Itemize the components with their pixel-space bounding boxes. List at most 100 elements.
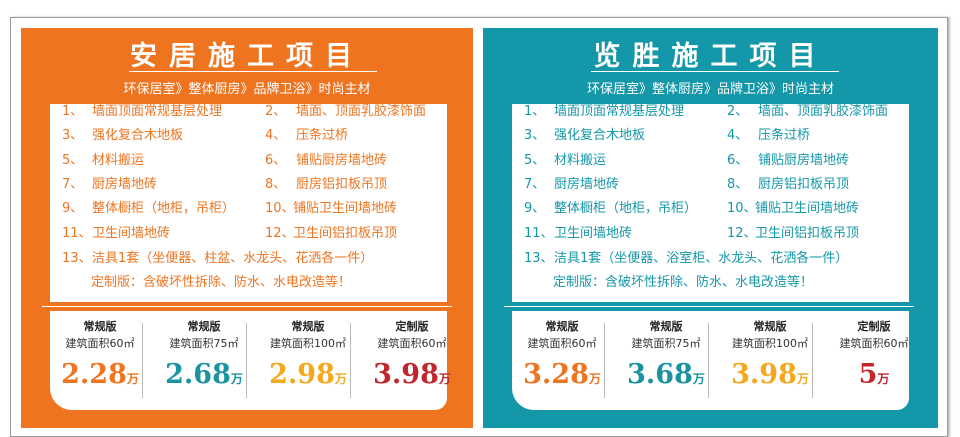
price-option: 定制版 建筑面积60㎡ 5万: [822, 311, 926, 410]
plan-type: 常规版: [83, 320, 117, 333]
list-item: 铺贴卫生间墙地砖: [293, 201, 398, 216]
item-list: 1、 墙面顶面常规基层处理 2、 墙面、顶面乳胶漆饰面 3、 强化复合木地板 4、 压…: [512, 104, 909, 302]
list-item-number: 13、: [524, 251, 554, 266]
list-item-number: 3、: [62, 128, 84, 143]
list-item: 压条过桥: [296, 128, 349, 143]
panel-subtitle: 环保居室》整体厨房》品牌卫浴》时尚主材: [123, 82, 371, 97]
price-option: 常规版 建筑面积100㎡ 2.98万: [256, 311, 360, 410]
column-divider: [812, 323, 813, 398]
list-item-number: 8、: [265, 177, 287, 192]
column-divider: [350, 323, 351, 398]
panel-anju: 安居施工项目 环保居室》整体厨房》品牌卫浴》时尚主材 1、 墙面顶面常规基层处理…: [21, 28, 473, 428]
list-item: 卫生间墙地砖: [92, 226, 171, 241]
plan-area: 建筑面积75㎡: [631, 337, 701, 350]
price-unit: 万: [692, 372, 705, 386]
plan-price: 2.68: [165, 359, 231, 390]
plan-price: 5: [858, 359, 878, 390]
price-option: 定制版 建筑面积60㎡ 3.98万: [360, 311, 464, 410]
list-item-number: 5、: [62, 153, 84, 168]
list-item-number: 12、: [727, 226, 757, 241]
price-table: 常规版 建筑面积60㎡ 2.28万 常规版 建筑面积75㎡ 2.68万 常规版 …: [48, 311, 451, 410]
plan-price: 3.68: [627, 359, 693, 390]
plan-type: 常规版: [753, 320, 787, 333]
plan-price: 2.98: [269, 359, 335, 390]
list-item-number: 9、: [62, 201, 84, 216]
custom-note: 定制版：含破坏性拆除、防水、水电改造等！: [91, 275, 352, 290]
plan-area: 建筑面积60㎡: [377, 337, 447, 350]
list-item-number: 1、: [62, 104, 84, 119]
list-item: 强化复合木地板: [554, 128, 646, 143]
list-item: 卫生间墙地砖: [554, 226, 633, 241]
list-item-number: 4、: [265, 128, 287, 143]
list-item-number: 13、: [62, 251, 92, 266]
list-item: 洁具1套（坐便器、浴室柜、水龙头、花洒各一件）: [554, 251, 849, 266]
plan-type: 常规版: [291, 320, 325, 333]
plan-area: 建筑面积60㎡: [527, 337, 597, 350]
column-divider: [708, 323, 709, 398]
list-item: 洁具1套（坐便器、柱盆、水龙头、花洒各一件）: [92, 251, 374, 266]
list-item: 厨房铝扣板吊顶: [758, 177, 850, 192]
list-item-number: 4、: [727, 128, 749, 143]
list-item-number: 3、: [524, 128, 546, 143]
list-item: 铺贴卫生间墙地砖: [755, 201, 860, 216]
price-unit: 万: [230, 372, 243, 386]
list-item: 厨房铝扣板吊顶: [296, 177, 388, 192]
panel-subtitle: 环保居室》整体厨房》品牌卫浴》时尚主材: [586, 82, 834, 97]
plan-area: 建筑面积100㎡: [732, 337, 808, 350]
divider: [42, 306, 452, 307]
panel-lansheng: 览胜施工项目 环保居室》整体厨房》品牌卫浴》时尚主材 1、 墙面顶面常规基层处理…: [483, 28, 938, 428]
price-unit: 万: [796, 372, 809, 386]
price-unit: 万: [588, 372, 601, 386]
price-option: 常规版 建筑面积100㎡ 3.98万: [718, 311, 822, 410]
list-item: 铺贴厨房墙地砖: [758, 153, 850, 168]
plan-price: 3.98: [373, 359, 439, 390]
list-item: 强化复合木地板: [92, 128, 184, 143]
price-option: 常规版 建筑面积60㎡ 2.28万: [48, 311, 152, 410]
list-item-number: 9、: [524, 201, 546, 216]
column-divider: [604, 323, 605, 398]
panel-title: 览胜施工项目: [593, 41, 828, 72]
list-item-number: 10、: [265, 201, 295, 216]
column-divider: [246, 323, 247, 398]
list-item: 墙面顶面常规基层处理: [92, 104, 223, 119]
list-item-number: 1、: [524, 104, 546, 119]
divider: [591, 71, 839, 72]
list-item: 压条过桥: [758, 128, 811, 143]
list-item: 材料搬运: [554, 153, 607, 168]
custom-note: 定制版：含破坏性拆除、防水、水电改造等！: [553, 275, 814, 290]
divider: [504, 306, 914, 307]
list-item: 材料搬运: [92, 153, 145, 168]
list-item-number: 11、: [524, 226, 554, 241]
list-item: 铺贴厨房墙地砖: [296, 153, 388, 168]
list-item-number: 6、: [265, 153, 287, 168]
list-item-number: 7、: [524, 177, 546, 192]
price-unit: 万: [438, 372, 451, 386]
list-item-number: 2、: [727, 104, 749, 119]
list-item-number: 10、: [727, 201, 757, 216]
list-item: 整体橱柜（地柜，吊柜）: [554, 201, 698, 216]
list-item-number: 12、: [265, 226, 295, 241]
list-item: 卫生间铝扣板吊顶: [293, 226, 398, 241]
price-table: 常规版 建筑面积60㎡ 3.28万 常规版 建筑面积75㎡ 3.68万 常规版 …: [512, 311, 909, 410]
plan-price: 2.28: [61, 359, 127, 390]
plan-type: 常规版: [545, 320, 579, 333]
list-item: 墙面、顶面乳胶漆饰面: [758, 104, 889, 119]
list-item-number: 7、: [62, 177, 84, 192]
list-item: 墙面、顶面乳胶漆饰面: [296, 104, 427, 119]
list-item-number: 11、: [62, 226, 92, 241]
price-unit: 万: [334, 372, 347, 386]
divider: [129, 71, 377, 72]
column-divider: [142, 323, 143, 398]
price-unit: 万: [126, 372, 139, 386]
plan-type: 定制版: [395, 320, 429, 333]
list-item: 厨房墙地砖: [92, 177, 158, 192]
plan-type: 常规版: [649, 320, 683, 333]
price-option: 常规版 建筑面积75㎡ 3.68万: [614, 311, 718, 410]
list-item: 墙面顶面常规基层处理: [554, 104, 685, 119]
plan-price: 3.28: [523, 359, 589, 390]
plan-area: 建筑面积60㎡: [65, 337, 135, 350]
list-item: 整体橱柜（地柜，吊柜）: [92, 201, 236, 216]
price-unit: 万: [877, 372, 890, 386]
plan-type: 常规版: [187, 320, 221, 333]
plan-type: 定制版: [857, 320, 891, 333]
